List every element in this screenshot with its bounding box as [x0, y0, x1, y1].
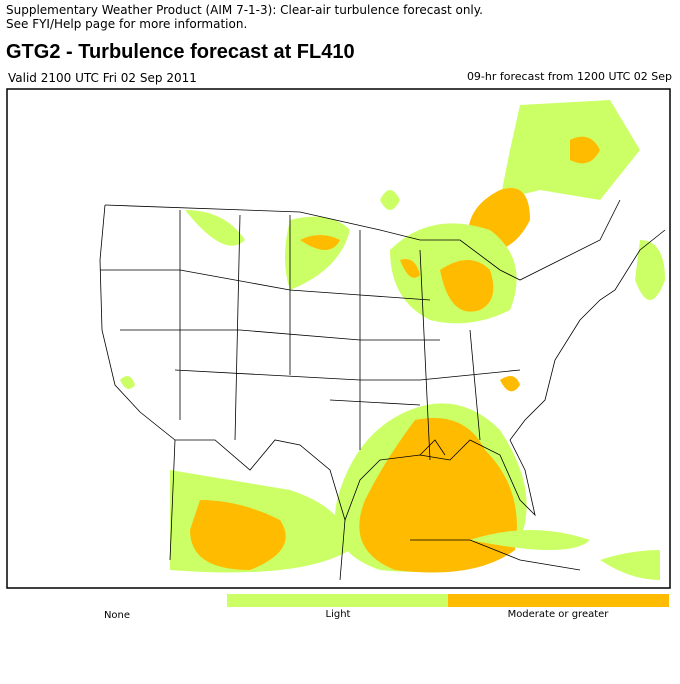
- legend-label: Moderate or greater: [508, 609, 610, 620]
- boundaries: [99, 199, 666, 581]
- notice-line: Supplementary Weather Product (AIM 7-1-3…: [6, 3, 483, 17]
- legend: None Light Moderate or greater: [7, 594, 669, 621]
- forecast-time: 09-hr forecast from 1200 UTC 02 Sep: [467, 70, 672, 83]
- legend-label: Light: [326, 609, 351, 620]
- legend-swatch: [7, 594, 227, 607]
- notice-line: See FYI/Help page for more information.: [6, 17, 247, 31]
- legend-swatch: [227, 594, 448, 607]
- legend-swatch: [448, 594, 669, 607]
- valid-time: Valid 2100 UTC Fri 02 Sep 2011: [8, 71, 197, 85]
- title: GTG2 - Turbulence forecast at FL410: [6, 41, 355, 63]
- map: [6, 88, 671, 589]
- turbulence-areas: [120, 100, 665, 580]
- legend-label: None: [104, 610, 130, 621]
